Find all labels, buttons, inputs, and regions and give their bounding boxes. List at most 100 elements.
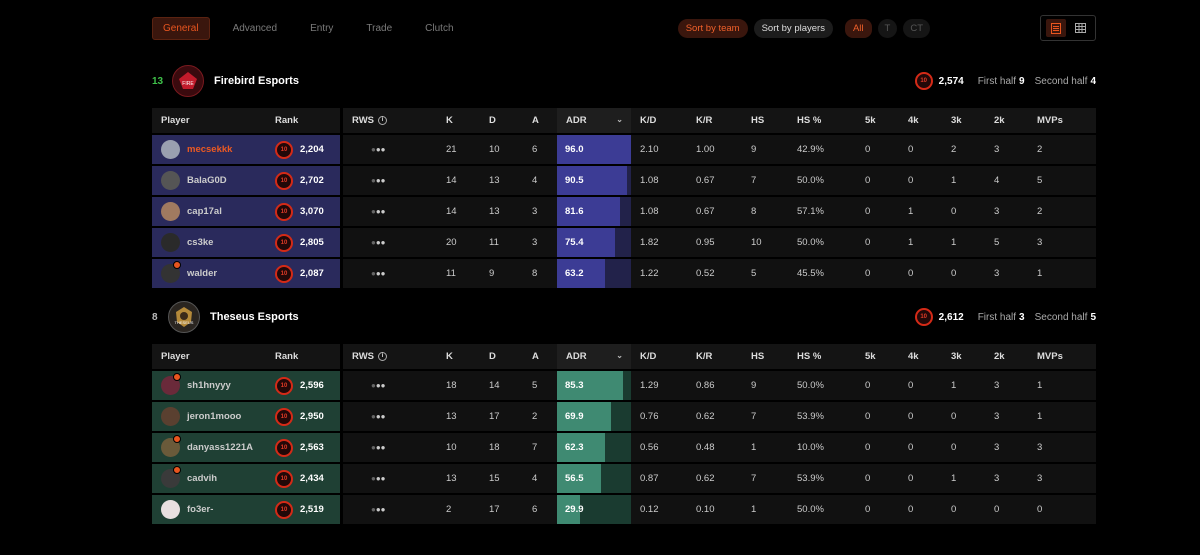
team-name[interactable]: Theseus Esports [210,311,299,323]
column-header-adr[interactable]: ADR ⌄ [557,108,631,133]
column-header-hs[interactable]: HS [742,108,788,133]
avatar[interactable] [161,373,181,395]
column-header-d[interactable]: D [480,108,523,133]
sort-by-team-button[interactable]: Sort by team [677,19,748,38]
tab-trade[interactable]: Trade [366,22,393,34]
player-name[interactable]: cap17al [187,206,222,217]
avatar[interactable] [161,407,180,426]
player-name[interactable]: cadvih [187,473,218,484]
column-header-player[interactable]: Player [152,108,266,133]
player-cell[interactable]: cadvih [152,464,266,493]
avatar[interactable] [161,171,180,190]
player-row[interactable]: cap17al3,070●●●1413381.61.080.67857.1%01… [152,197,1096,226]
rws-cell[interactable]: ●●● [343,228,437,257]
side-filter-all[interactable]: All [844,19,872,38]
player-name[interactable]: sh1hnyyy [187,380,231,391]
player-row[interactable]: sh1hnyyy2,596●●●1814585.31.290.86950.0%0… [152,371,1096,400]
rws-cell[interactable]: ●●● [343,464,437,493]
column-header-2k[interactable]: 2k [985,344,1028,369]
column-header-4k[interactable]: 4k [899,108,942,133]
column-header-k-d[interactable]: K/D [631,108,687,133]
tab-entry[interactable]: Entry [310,22,334,34]
team-logo[interactable]: THESEUS [168,301,200,333]
avatar[interactable] [161,233,180,252]
column-header-hs[interactable]: HS % [788,108,856,133]
column-header-3k[interactable]: 3k [942,108,985,133]
column-header-k-r[interactable]: K/R [687,108,742,133]
player-row[interactable]: cs3ke2,805●●●2011375.41.820.951050.0%011… [152,228,1096,257]
player-name[interactable]: BalaG0D [187,175,227,186]
player-cell[interactable]: cap17al [152,197,266,226]
column-header-k-r[interactable]: K/R [687,344,742,369]
player-row[interactable]: fo3er-2,519●●●217629.90.120.10150.0%0000… [152,495,1096,524]
column-header-rws[interactable]: RWS i [343,344,437,369]
tab-clutch[interactable]: Clutch [425,22,454,34]
player-name[interactable]: cs3ke [187,237,214,248]
avatar[interactable] [161,261,181,283]
team-name[interactable]: Firebird Esports [214,75,299,87]
column-header-a[interactable]: A [523,108,557,133]
list-view-button[interactable] [1046,19,1066,37]
team-logo[interactable]: FIRE [172,65,204,97]
column-header-adr[interactable]: ADR ⌄ [557,344,631,369]
column-header-d[interactable]: D [480,344,523,369]
column-header-k[interactable]: K [437,344,480,369]
player-row[interactable]: BalaG0D2,702●●●1413490.51.080.67750.0%00… [152,166,1096,195]
rws-cell[interactable]: ●●● [343,433,437,462]
avatar[interactable] [161,500,180,519]
column-header-a[interactable]: A [523,344,557,369]
info-icon[interactable]: i [378,115,387,125]
player-name[interactable]: danyass1221A [187,442,254,453]
player-cell[interactable]: BalaG0D [152,166,266,195]
avatar[interactable] [161,140,180,159]
player-name[interactable]: fo3er- [187,504,214,515]
player-cell[interactable]: mecsekkk [152,135,266,164]
rws-cell[interactable]: ●●● [343,135,437,164]
sort-by-players-button[interactable]: Sort by players [753,19,833,38]
avatar[interactable] [161,466,181,488]
grid-view-button[interactable] [1070,19,1090,37]
column-header-k[interactable]: K [437,108,480,133]
player-name[interactable]: walder [187,268,218,279]
column-header-rank[interactable]: Rank [266,108,343,133]
column-header-player[interactable]: Player [152,344,266,369]
rws-cell[interactable]: ●●● [343,495,437,524]
player-row[interactable]: walder2,087●●●119863.21.220.52545.5%0003… [152,259,1096,288]
column-header-mvps[interactable]: MVPs [1028,344,1096,369]
column-header-2k[interactable]: 2k [985,108,1028,133]
player-name[interactable]: mecsekkk [187,144,233,155]
player-cell[interactable]: sh1hnyyy [152,371,266,400]
player-row[interactable]: cadvih2,434●●●1315456.50.870.62753.9%001… [152,464,1096,493]
column-header-hs[interactable]: HS [742,344,788,369]
column-header-4k[interactable]: 4k [899,344,942,369]
rws-cell[interactable]: ●●● [343,166,437,195]
player-cell[interactable]: cs3ke [152,228,266,257]
column-header-k-d[interactable]: K/D [631,344,687,369]
player-cell[interactable]: danyass1221A [152,433,266,462]
column-header-5k[interactable]: 5k [856,108,899,133]
rws-cell[interactable]: ●●● [343,371,437,400]
tab-advanced[interactable]: Advanced [232,22,278,34]
side-filter-t[interactable]: T [877,19,898,38]
avatar[interactable] [161,202,180,221]
avatar[interactable] [161,435,181,457]
player-cell[interactable]: fo3er- [152,495,266,524]
player-cell[interactable]: jeron1mooo [152,402,266,431]
info-icon[interactable]: i [378,351,387,361]
column-header-3k[interactable]: 3k [942,344,985,369]
rws-cell[interactable]: ●●● [343,197,437,226]
column-header-rws[interactable]: RWS i [343,108,437,133]
column-header-hs[interactable]: HS % [788,344,856,369]
column-header-5k[interactable]: 5k [856,344,899,369]
player-cell[interactable]: walder [152,259,266,288]
column-header-rank[interactable]: Rank [266,344,343,369]
column-header-mvps[interactable]: MVPs [1028,108,1096,133]
rws-cell[interactable]: ●●● [343,402,437,431]
player-row[interactable]: jeron1mooo2,950●●●1317269.90.760.62753.9… [152,402,1096,431]
rws-cell[interactable]: ●●● [343,259,437,288]
side-filter-ct[interactable]: CT [903,19,930,38]
player-row[interactable]: mecsekkk2,204●●●2110696.02.101.00942.9%0… [152,135,1096,164]
tab-general[interactable]: General [152,16,210,40]
player-name[interactable]: jeron1mooo [187,411,242,422]
